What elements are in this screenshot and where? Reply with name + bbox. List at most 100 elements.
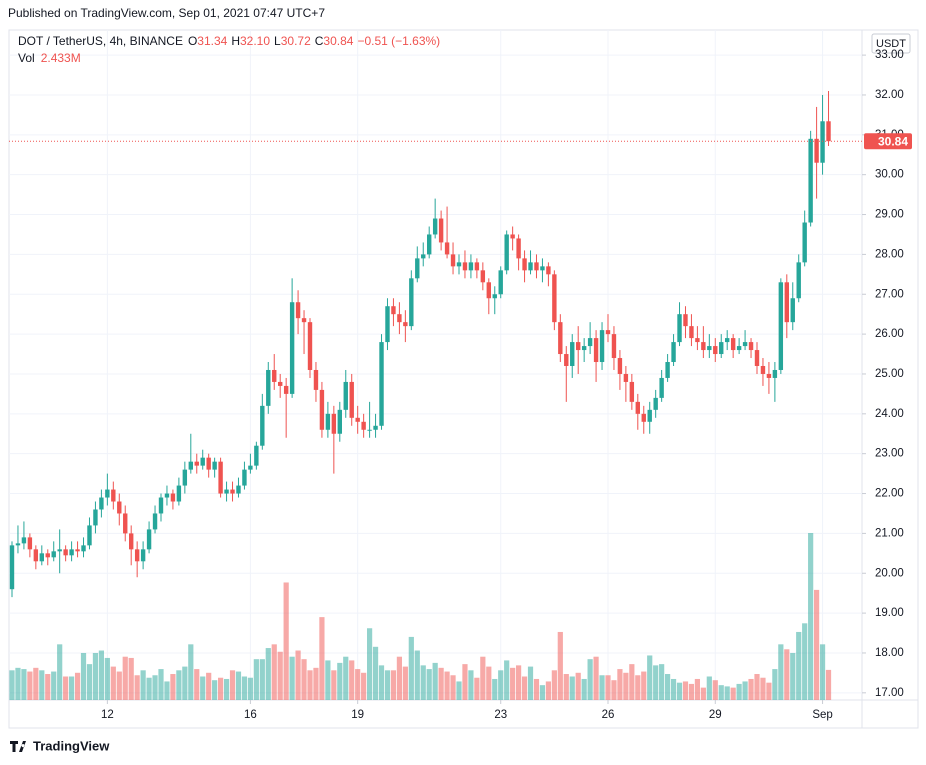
volume-bar [545, 681, 551, 700]
y-tick-label: 18.00 [875, 647, 904, 659]
volume-bar [641, 671, 647, 700]
candle-body [617, 358, 623, 374]
volume-bar [593, 656, 599, 700]
candle-body [504, 234, 509, 271]
volume-bar [802, 623, 808, 700]
candle-body [391, 306, 396, 315]
volume-bar [104, 657, 110, 700]
volume-bar [468, 670, 474, 700]
candle-body [766, 373, 772, 378]
candle-body [206, 457, 211, 470]
currency-box[interactable] [871, 33, 911, 54]
volume-bar [688, 683, 695, 700]
candle-body [349, 381, 354, 418]
volume-bar [331, 670, 337, 700]
volume-value: 2.433M [41, 51, 81, 65]
candle-body [361, 421, 366, 430]
candle-body [468, 262, 474, 271]
volume-bar [623, 672, 629, 700]
volume-bar [569, 676, 575, 700]
ohlc-value: 31.34 [197, 34, 227, 48]
volume-bar [772, 669, 778, 700]
brand: TradingView [10, 738, 110, 753]
volume-bar [414, 650, 420, 700]
volume-bar [289, 656, 295, 700]
volume-bar [355, 669, 361, 700]
volume-bar [587, 659, 593, 700]
candle-body [474, 262, 480, 271]
volume-bar [730, 687, 736, 700]
candle-body [707, 346, 712, 351]
volume-bar [629, 664, 635, 700]
ohlc-value: 32.10 [240, 34, 270, 48]
candle-body [33, 549, 39, 562]
ohlc-letter: H [231, 34, 240, 48]
volume-bar [635, 675, 641, 700]
volume-bar [39, 670, 45, 700]
volume-bar [516, 665, 522, 700]
volume-bar [116, 671, 122, 700]
candle-body [373, 425, 378, 430]
volume-bar [206, 672, 212, 700]
volume-bar [45, 674, 51, 700]
volume-bar [718, 685, 724, 700]
candle-body [534, 262, 539, 271]
volume-bar [736, 683, 742, 700]
volume-bar [426, 669, 432, 700]
volume-bar [349, 660, 355, 700]
candle-body [677, 314, 682, 343]
candle-body [152, 513, 158, 530]
volume-bar [456, 681, 462, 700]
candle-body [486, 282, 491, 299]
symbol-title: DOT / TetherUS, 4h, BINANCE [18, 34, 183, 48]
currency-label[interactable]: USDT [876, 38, 906, 50]
candle-body [254, 445, 259, 466]
volume-bar [57, 644, 63, 700]
candle-body [427, 234, 432, 255]
candle-body [307, 322, 313, 370]
candle-body [629, 381, 635, 402]
volume-bar [212, 680, 218, 700]
volume-bar [325, 660, 331, 700]
volume-bar [539, 685, 546, 700]
candle-body [546, 266, 551, 275]
volume-bar [218, 677, 224, 700]
ohlc-letter: C [315, 34, 324, 48]
volume-bar [760, 677, 766, 700]
candle-body [289, 302, 295, 394]
candle-body [492, 294, 497, 299]
volume-bar [188, 644, 194, 700]
volume-bar [665, 674, 671, 700]
volume-bar [372, 646, 379, 700]
candle-body [438, 218, 444, 243]
candle-body [188, 461, 193, 470]
y-tick-label: 28.00 [875, 248, 904, 260]
candle-body [69, 549, 74, 556]
candle-body [194, 461, 199, 466]
candle-body [647, 409, 652, 422]
volume-bar [9, 670, 15, 700]
candle-body [671, 342, 676, 363]
volume-bar [480, 656, 486, 700]
volume-bar [784, 649, 790, 700]
candle-body [325, 413, 331, 430]
volume-bar [796, 631, 802, 700]
brand-name: TradingView [33, 738, 110, 753]
volume-bar [140, 670, 146, 700]
y-tick-label: 33.00 [875, 49, 904, 61]
candle-body [343, 381, 348, 410]
candle-body [528, 262, 533, 271]
candle-body [87, 525, 92, 546]
candle-body [421, 254, 426, 259]
volume-bar [92, 652, 99, 700]
volume-bar [766, 682, 772, 700]
y-tick-label: 20.00 [875, 567, 904, 579]
candle-body [611, 334, 617, 359]
volume-bar [390, 670, 397, 700]
published-note: Published on TradingView.com, Sep 01, 20… [8, 6, 325, 20]
volume-bar [319, 617, 325, 700]
volume-bar [670, 678, 677, 700]
candle-body [9, 545, 15, 590]
x-tick-label: 29 [709, 709, 722, 721]
